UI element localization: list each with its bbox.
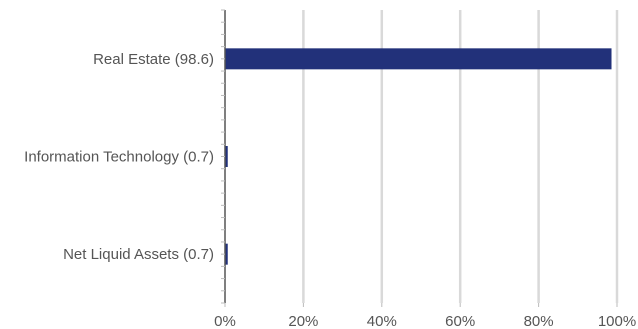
x-tick-label: 40% xyxy=(367,313,397,329)
bar xyxy=(225,146,228,167)
x-tick-label: 0% xyxy=(214,313,236,329)
category-label: Net Liquid Assets (0.7) xyxy=(63,246,214,263)
bar xyxy=(225,243,228,265)
x-tick-label: 60% xyxy=(445,313,475,329)
bars xyxy=(225,48,612,265)
category-label: Real Estate (98.6) xyxy=(93,51,214,68)
category-labels: Real Estate (98.6) Information Technology… xyxy=(24,51,214,263)
axes xyxy=(221,9,618,307)
bar xyxy=(225,48,612,70)
x-tick-labels: 0% 20% 40% 60% 80% 100% xyxy=(214,313,636,329)
x-tick-label: 100% xyxy=(598,313,636,329)
x-tick-label: 20% xyxy=(288,313,318,329)
category-label: Information Technology (0.7) xyxy=(24,149,214,166)
x-tick-label: 80% xyxy=(524,313,554,329)
